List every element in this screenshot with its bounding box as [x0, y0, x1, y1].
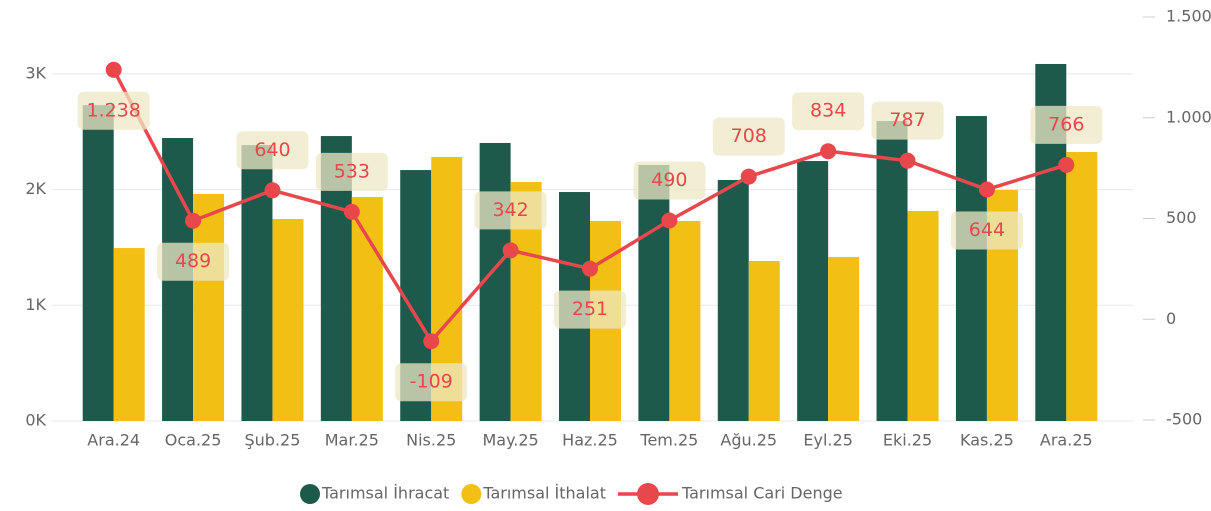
legend-label: Tarımsal Cari Denge: [681, 484, 843, 503]
line-point: [264, 182, 281, 199]
label-box: [474, 191, 547, 230]
label-box: [157, 242, 230, 281]
data-label: 834: [810, 100, 846, 122]
y2-tick-label: -500: [1166, 410, 1202, 429]
data-label: 490: [651, 169, 687, 191]
bar: [113, 248, 145, 421]
line-point: [899, 152, 916, 169]
bar: [82, 105, 114, 421]
line-point: [978, 181, 995, 198]
legend: Tarımsal İhracat Tarımsal İthalat Tarımsal…: [300, 483, 843, 505]
x-tick-label: Mar.25: [325, 431, 379, 450]
bar: [907, 211, 939, 421]
bar: [717, 180, 749, 421]
bar: [272, 219, 304, 421]
y-tick-label: 3K: [25, 63, 46, 82]
x-tick-label: Tem.25: [639, 431, 698, 450]
bar: [638, 164, 670, 421]
x-tick-label: Oca.25: [165, 431, 222, 450]
legend-marker: [461, 484, 482, 504]
legend-label: Tarımsal İthalat: [482, 484, 606, 503]
label-box: [77, 91, 150, 130]
label-box: [871, 101, 944, 140]
label-box: [395, 363, 468, 402]
bar: [669, 220, 701, 421]
y2-tick-label: 500: [1166, 208, 1197, 227]
data-label: 533: [334, 160, 370, 182]
y-tick-label: 1K: [25, 295, 46, 314]
line-point: [820, 143, 837, 160]
data-label: 342: [492, 199, 528, 221]
x-tick-label: Eyl.25: [803, 431, 852, 450]
x-tick-label: Kas.25: [960, 431, 1014, 450]
label-box: [792, 92, 865, 131]
x-tick-label: Eki.25: [883, 431, 932, 450]
line-point: [343, 203, 360, 220]
data-label: 787: [889, 109, 925, 131]
x-tick-label: Haz.25: [562, 431, 618, 450]
y2-tick-label: 0: [1166, 309, 1176, 328]
line-point: [105, 61, 122, 78]
x-tick-label: Ara.24: [87, 431, 140, 450]
y2-tick-label: 1.000: [1166, 107, 1211, 126]
bar: [797, 161, 829, 422]
data-label: 251: [572, 298, 608, 320]
x-tick-label: Ara.25: [1040, 431, 1093, 450]
line-point: [661, 212, 678, 229]
legend-marker: [637, 483, 659, 505]
data-label: 708: [731, 125, 767, 147]
data-label: 640: [254, 139, 290, 161]
data-label: -109: [410, 371, 453, 393]
label-box: [633, 161, 706, 200]
line-point: [185, 212, 202, 229]
bar: [193, 194, 225, 421]
data-label: 489: [175, 250, 211, 272]
legend-marker: [300, 484, 320, 504]
data-label: 766: [1048, 113, 1084, 135]
bar: [351, 197, 383, 421]
bar: [828, 257, 860, 421]
data-label: 644: [969, 219, 1005, 241]
y-tick-label: 0K: [25, 411, 46, 430]
label-box: [950, 211, 1023, 250]
legend-label: Tarımsal İhracat: [321, 484, 449, 503]
bar: [1066, 152, 1098, 422]
x-tick-label: Nis.25: [406, 431, 456, 450]
bar: [955, 116, 987, 422]
y-tick-label: 2K: [25, 179, 46, 198]
x-tick-label: Ağu.25: [720, 431, 777, 450]
label-box: [554, 290, 626, 329]
data-label: 1.238: [86, 99, 140, 121]
label-box: [315, 152, 388, 191]
line-point: [740, 168, 757, 185]
label-box: [236, 131, 309, 170]
line-point: [1058, 156, 1075, 173]
label-box: [1030, 105, 1103, 144]
x-tick-label: Şub.25: [245, 431, 301, 450]
line-point: [502, 242, 519, 259]
x-tick-label: May.25: [482, 431, 538, 450]
label-box: [712, 117, 785, 156]
line-point: [423, 333, 440, 350]
line-point: [582, 260, 598, 277]
bar: [748, 260, 780, 421]
y2-tick-label: 1.500: [1166, 7, 1211, 26]
bar: [876, 121, 908, 421]
